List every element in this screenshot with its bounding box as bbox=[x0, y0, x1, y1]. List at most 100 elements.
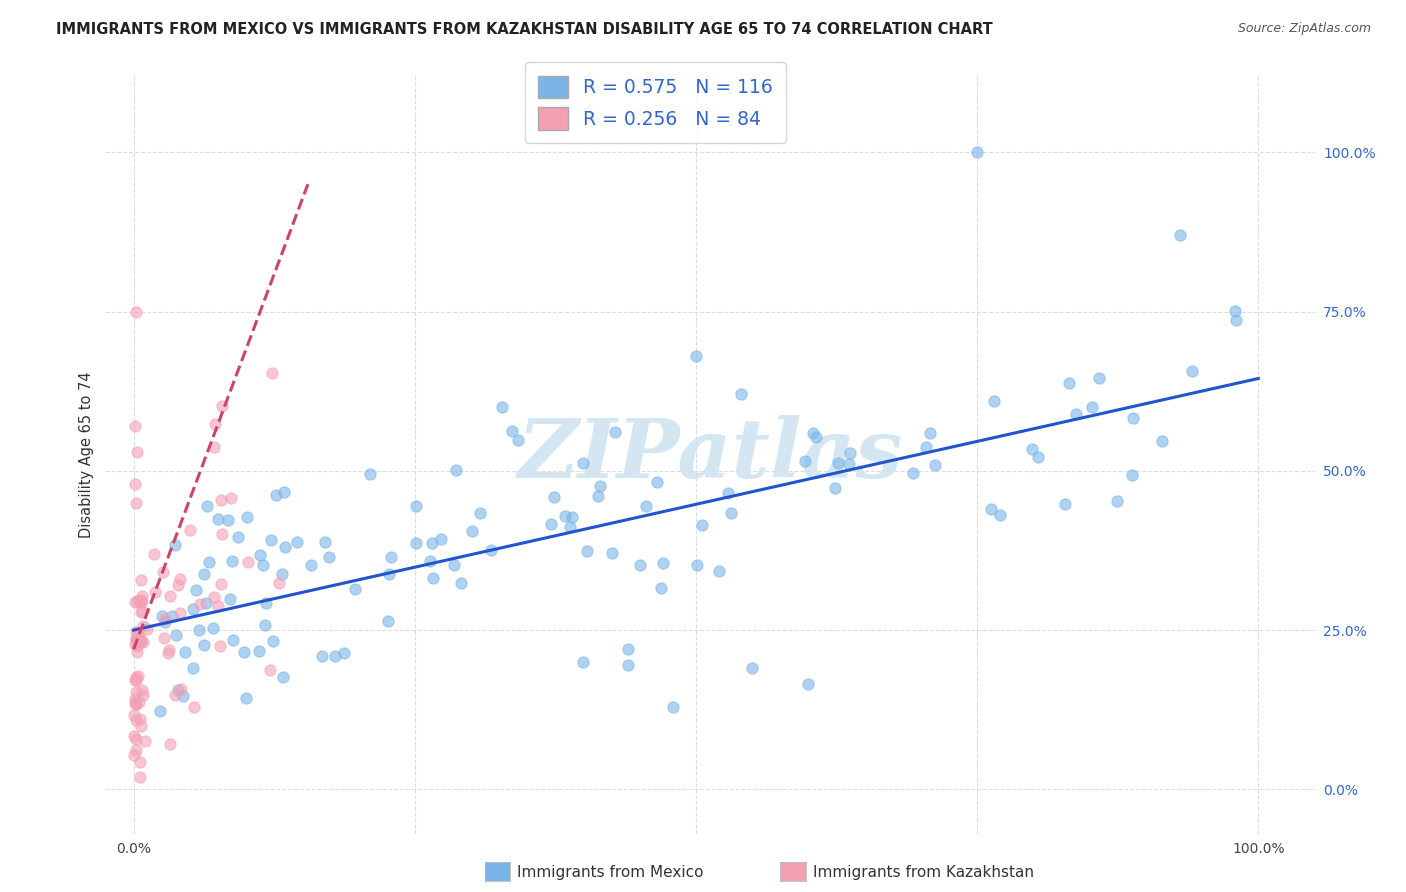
Point bbox=[169, 572, 191, 586]
Point bbox=[125, 743, 148, 757]
Point bbox=[211, 399, 233, 413]
Point bbox=[446, 463, 468, 477]
Point bbox=[980, 502, 1002, 516]
Point bbox=[1225, 313, 1247, 327]
Point bbox=[479, 542, 502, 557]
Point bbox=[247, 644, 270, 658]
Point bbox=[125, 697, 148, 711]
Y-axis label: Disability Age 65 to 74: Disability Age 65 to 74 bbox=[79, 372, 94, 538]
Point bbox=[217, 513, 239, 527]
Point bbox=[254, 596, 277, 610]
Point bbox=[588, 489, 610, 503]
Point bbox=[314, 535, 336, 549]
Point bbox=[685, 349, 707, 363]
Point bbox=[628, 558, 651, 572]
Point bbox=[125, 639, 148, 653]
Point bbox=[159, 589, 181, 603]
Point bbox=[311, 649, 333, 664]
Point bbox=[163, 538, 186, 552]
Point bbox=[221, 632, 243, 647]
Point bbox=[165, 688, 187, 702]
Point bbox=[172, 689, 194, 703]
Point bbox=[129, 770, 152, 784]
Point bbox=[127, 635, 149, 649]
Point bbox=[273, 484, 295, 499]
Point bbox=[221, 554, 243, 568]
Point bbox=[797, 677, 820, 691]
Point bbox=[179, 523, 201, 537]
Point bbox=[207, 599, 229, 614]
Point bbox=[125, 632, 148, 646]
Point bbox=[125, 304, 148, 318]
Point bbox=[167, 683, 190, 698]
Point bbox=[299, 558, 322, 572]
Point bbox=[128, 695, 150, 709]
Point bbox=[122, 707, 145, 722]
Point bbox=[131, 604, 153, 618]
Point bbox=[125, 673, 148, 688]
Point bbox=[344, 582, 367, 596]
Point bbox=[561, 510, 583, 524]
Point bbox=[420, 536, 443, 550]
Point bbox=[152, 565, 174, 579]
Point bbox=[184, 582, 207, 597]
Point bbox=[1088, 371, 1111, 385]
Point bbox=[1054, 497, 1077, 511]
Point bbox=[219, 491, 242, 505]
Point bbox=[543, 490, 565, 504]
Point bbox=[651, 556, 673, 570]
Point bbox=[983, 394, 1005, 409]
Point bbox=[207, 511, 229, 525]
Point bbox=[378, 566, 401, 581]
Point bbox=[645, 475, 668, 490]
Point bbox=[128, 631, 150, 645]
Point bbox=[124, 476, 146, 491]
Point bbox=[686, 558, 709, 572]
Point bbox=[181, 602, 204, 616]
Point bbox=[254, 617, 277, 632]
Point bbox=[173, 645, 195, 659]
Point bbox=[1026, 450, 1049, 464]
Point bbox=[125, 496, 148, 510]
Point bbox=[827, 456, 849, 470]
Point bbox=[219, 591, 242, 606]
Point bbox=[125, 632, 148, 647]
Point bbox=[572, 456, 595, 470]
Point bbox=[183, 699, 205, 714]
Point bbox=[143, 585, 166, 599]
Point bbox=[988, 508, 1011, 522]
Point bbox=[1122, 411, 1144, 425]
Point bbox=[181, 661, 204, 675]
Point bbox=[127, 669, 149, 683]
Point bbox=[901, 467, 924, 481]
Point bbox=[136, 622, 159, 636]
Point bbox=[589, 479, 612, 493]
Point bbox=[209, 492, 232, 507]
Point bbox=[162, 609, 184, 624]
Point bbox=[236, 509, 259, 524]
Point bbox=[122, 747, 145, 762]
Point bbox=[129, 592, 152, 607]
Point bbox=[127, 637, 149, 651]
Point bbox=[131, 573, 153, 587]
Point bbox=[461, 524, 484, 538]
Point bbox=[134, 734, 156, 748]
Point bbox=[273, 540, 295, 554]
Point bbox=[131, 589, 153, 603]
Point bbox=[124, 670, 146, 684]
Point bbox=[124, 595, 146, 609]
Point bbox=[662, 699, 685, 714]
Point bbox=[202, 440, 225, 454]
Point bbox=[1168, 228, 1191, 243]
Point bbox=[124, 636, 146, 650]
Point bbox=[377, 614, 399, 628]
Point bbox=[707, 564, 730, 578]
Point bbox=[122, 729, 145, 743]
Point bbox=[124, 673, 146, 688]
Point bbox=[260, 533, 283, 547]
Point bbox=[150, 608, 173, 623]
Point bbox=[195, 499, 218, 513]
Text: ZIPatlas: ZIPatlas bbox=[517, 415, 903, 495]
Point bbox=[572, 655, 595, 669]
Point bbox=[124, 692, 146, 706]
